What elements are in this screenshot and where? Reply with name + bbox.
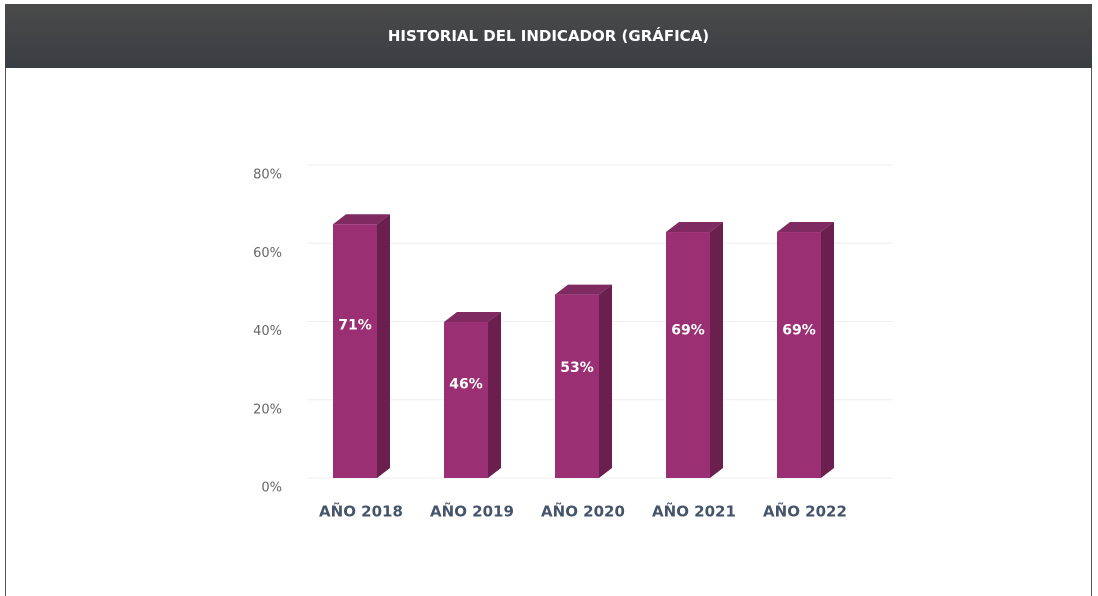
- bar-side: [488, 312, 501, 478]
- bar: [555, 294, 599, 478]
- y-tick-label: 80%: [253, 168, 282, 183]
- bar-side: [821, 222, 834, 478]
- bar-top: [555, 284, 612, 295]
- x-tick-label: AÑO 2021: [652, 502, 736, 521]
- x-tick-label: AÑO 2020: [541, 502, 625, 521]
- bar: [333, 224, 377, 478]
- data-label: 69%: [671, 322, 705, 338]
- bar-top: [444, 312, 501, 323]
- bar: [444, 322, 488, 478]
- y-tick-label: 40%: [253, 324, 282, 339]
- x-tick-label: AÑO 2018: [319, 502, 403, 521]
- x-tick-label: AÑO 2022: [763, 502, 847, 521]
- bar: [777, 232, 821, 478]
- bar: [666, 232, 710, 478]
- header-title: HISTORIAL DEL INDICADOR (GRÁFICA): [5, 4, 1092, 68]
- bar-side: [599, 284, 612, 478]
- x-tick-label: AÑO 2019: [430, 502, 514, 521]
- data-label: 53%: [560, 360, 594, 376]
- bar-top: [777, 222, 834, 233]
- data-label: 71%: [338, 318, 372, 334]
- y-tick-label: 60%: [253, 246, 282, 261]
- y-tick-label: 20%: [253, 402, 282, 417]
- bar-side: [377, 214, 390, 478]
- bar-top: [333, 214, 390, 225]
- bar-side: [710, 222, 723, 478]
- data-label: 69%: [782, 322, 816, 338]
- y-tick-label: 0%: [261, 481, 282, 496]
- bar-top: [666, 222, 723, 233]
- data-label: 46%: [449, 376, 483, 392]
